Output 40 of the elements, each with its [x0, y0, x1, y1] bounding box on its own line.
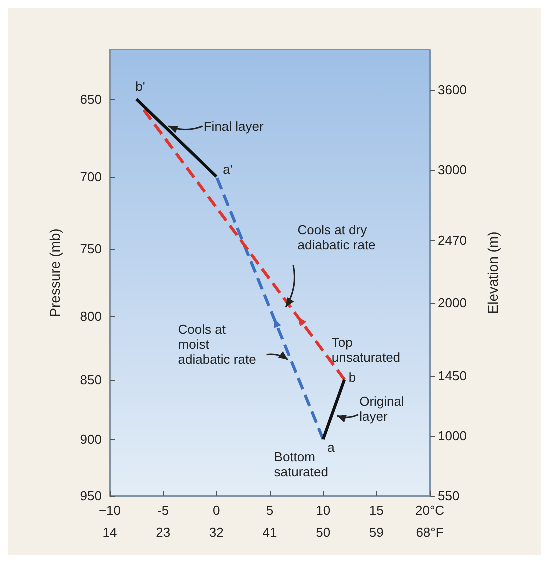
y2-tick-label: 550: [438, 488, 460, 504]
x2-tick-label: 41: [262, 525, 278, 540]
y-tick-label: 850: [80, 372, 102, 388]
y2-tick-label: 1000: [438, 428, 467, 444]
annotation: Cools at moist adiabatic rate: [178, 322, 256, 368]
y-tick-label: 750: [80, 241, 102, 256]
annotation: Original layer: [360, 394, 408, 424]
x2-tick-label: 32: [209, 525, 224, 540]
annotation: Bottom saturated: [274, 450, 328, 480]
y-axis-title: Pressure (mb): [47, 228, 63, 318]
annotation: Cools at dry adiabatic rate: [298, 222, 376, 253]
x2-tick-label: 59: [369, 525, 384, 540]
annotation: Final layer: [204, 118, 265, 134]
annotation: b': [136, 78, 146, 94]
x-tick-label: 5: [266, 503, 274, 518]
x2-tick-label: 68°F: [416, 525, 444, 540]
x-tick-label: −10: [98, 503, 122, 518]
annotation: b: [348, 370, 356, 385]
x-tick-label: -5: [158, 503, 170, 518]
y-tick-label: 800: [80, 308, 102, 324]
y-tick-label: 650: [80, 92, 102, 107]
annotation: Top unsaturated: [332, 334, 401, 365]
annotation: a: [328, 440, 336, 456]
y-tick-label: 950: [80, 488, 102, 504]
y2-tick-label: 3000: [438, 162, 467, 178]
x-tick-label: 0: [213, 503, 220, 518]
y-tick-label: 700: [80, 169, 102, 184]
y2-tick-label: 1450: [438, 368, 467, 384]
x-tick-label: 15: [369, 503, 384, 518]
x-tick-label: 10: [316, 503, 331, 518]
x-tick-label: 20°C: [415, 503, 445, 518]
annotation: a': [223, 162, 233, 177]
x2-tick-label: 50: [316, 525, 331, 540]
y2-tick-label: 2470: [438, 232, 467, 248]
y2-tick-label: 3600: [438, 82, 467, 98]
x2-tick-label: 23: [156, 525, 171, 540]
y-tick-label: 900: [80, 432, 102, 447]
y2-tick-label: 2000: [438, 295, 467, 310]
x2-tick-label: 14: [102, 525, 118, 540]
y2-axis-title: Elevation (m): [485, 232, 501, 314]
